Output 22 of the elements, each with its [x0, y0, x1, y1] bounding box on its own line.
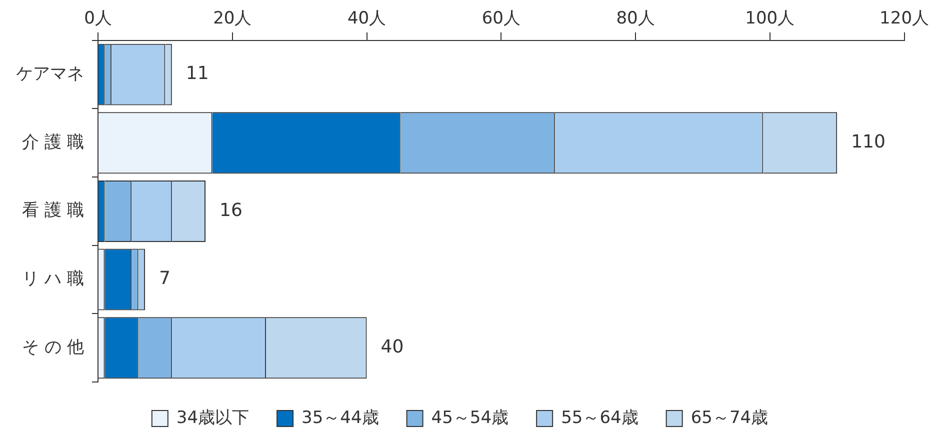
x-tick-label: 40人 — [347, 8, 386, 29]
x-tick-label: 120人 — [880, 8, 930, 29]
legend-label: 65～74歳 — [690, 408, 768, 428]
legend-label: 35～44歳 — [302, 408, 379, 428]
x-tick-label: 0人 — [84, 8, 112, 29]
y-tick-label: ケアマネ — [16, 64, 84, 84]
total-label: 7 — [159, 268, 170, 290]
y-tick-label: 介 護 職 — [22, 132, 84, 152]
legend-label: 34歳以下 — [176, 408, 250, 428]
y-tick-label: そ の 他 — [22, 337, 84, 358]
legend-label: 55～64歳 — [561, 408, 638, 428]
x-tick-label: 80人 — [616, 8, 655, 29]
total-label: 110 — [851, 132, 886, 153]
y-tick-label: リ ハ 職 — [22, 268, 84, 289]
y-tick-label: 看 護 職 — [22, 200, 84, 221]
x-tick-label: 100人 — [745, 8, 795, 29]
legend-label: 45～54歳 — [431, 408, 509, 428]
total-label: 16 — [220, 200, 242, 221]
total-label: 11 — [186, 63, 209, 84]
x-tick-label: 60人 — [482, 8, 520, 29]
x-tick-label: 20人 — [213, 8, 252, 29]
total-label: 40 — [380, 336, 404, 358]
